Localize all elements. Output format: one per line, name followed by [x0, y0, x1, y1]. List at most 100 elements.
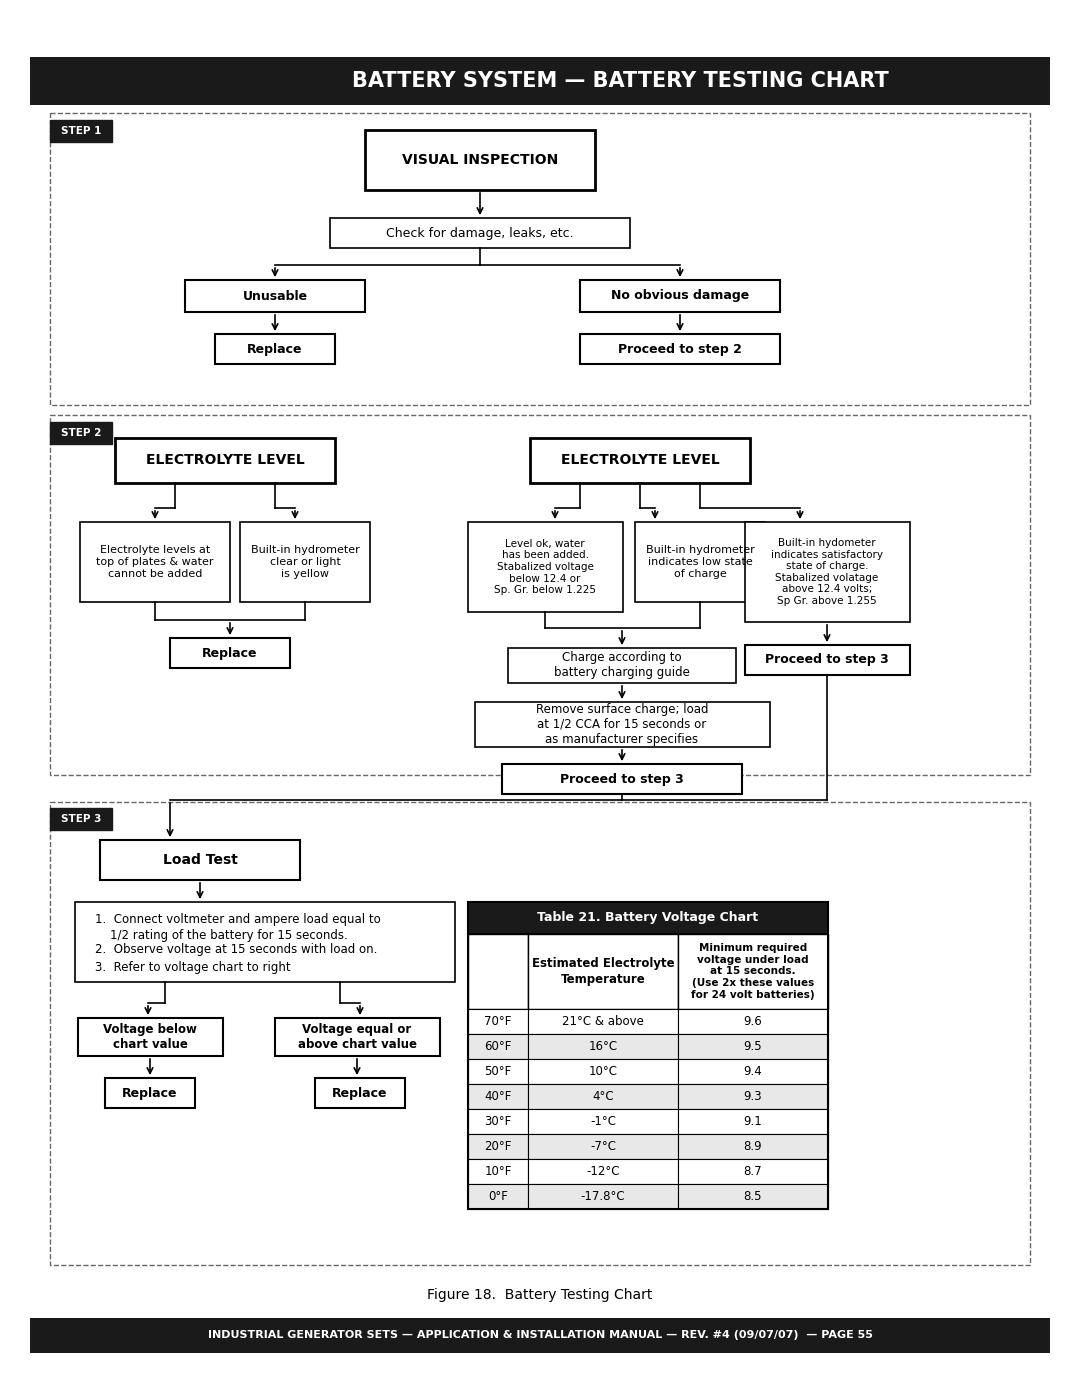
Bar — [100, 840, 300, 880]
Text: 4°C: 4°C — [592, 1090, 613, 1104]
Text: 9.1: 9.1 — [744, 1115, 762, 1127]
Text: 9.3: 9.3 — [744, 1090, 762, 1104]
Bar — [114, 439, 335, 483]
Text: ELECTROLYTE LEVEL: ELECTROLYTE LEVEL — [146, 453, 305, 467]
Text: -12°C: -12°C — [586, 1165, 620, 1178]
Text: Level ok, water
has been added.
Stabalized voltage
below 12.4 or
Sp. Gr. below 1: Level ok, water has been added. Stabaliz… — [494, 539, 596, 595]
Text: Remove surface charge; load
at 1/2 CCA for 15 seconds or
as manufacturer specifi: Remove surface charge; load at 1/2 CCA f… — [536, 703, 708, 746]
Bar — [50, 807, 112, 830]
Text: 30°F: 30°F — [484, 1115, 512, 1127]
Bar — [678, 1185, 828, 1208]
Bar — [508, 648, 735, 683]
Text: Proceed to step 2: Proceed to step 2 — [618, 342, 742, 355]
Bar — [50, 120, 112, 142]
Text: 8.5: 8.5 — [744, 1190, 762, 1203]
Text: Minimum required
voltage under load
at 15 seconds.
(Use 2x these values
for 24 v: Minimum required voltage under load at 1… — [691, 943, 814, 1000]
Bar — [580, 279, 780, 312]
Text: 9.5: 9.5 — [744, 1039, 762, 1053]
Bar — [50, 113, 1030, 405]
Text: 21°C & above: 21°C & above — [562, 1016, 644, 1028]
Bar — [580, 334, 780, 365]
Bar — [635, 522, 765, 602]
Bar — [468, 1109, 528, 1134]
Bar — [365, 130, 595, 190]
Text: VISUAL INSPECTION: VISUAL INSPECTION — [402, 154, 558, 168]
Text: Built-in hydrometer
indicates low state
of charge: Built-in hydrometer indicates low state … — [646, 545, 754, 578]
Bar — [468, 1134, 528, 1160]
Text: ELECTROLYTE LEVEL: ELECTROLYTE LEVEL — [561, 453, 719, 467]
Bar — [80, 522, 230, 602]
Bar — [528, 1109, 678, 1134]
Bar — [468, 1009, 528, 1034]
Text: -1°C: -1°C — [590, 1115, 616, 1127]
Text: Replace: Replace — [202, 647, 258, 659]
Text: STEP 3: STEP 3 — [60, 814, 102, 824]
Bar — [475, 703, 770, 747]
Bar — [678, 935, 828, 1009]
Bar — [468, 1084, 528, 1109]
Text: Built-in hydrometer
clear or light
is yellow: Built-in hydrometer clear or light is ye… — [251, 545, 360, 578]
Text: Built-in hydometer
indicates satisfactory
state of charge.
Stabalized volatage
a: Built-in hydometer indicates satisfactor… — [771, 538, 883, 606]
Text: Replace: Replace — [122, 1087, 178, 1099]
Text: No obvious damage: No obvious damage — [611, 289, 750, 303]
Text: 10°F: 10°F — [484, 1165, 512, 1178]
Bar — [50, 415, 1030, 775]
Bar — [745, 522, 910, 622]
Bar — [678, 1134, 828, 1160]
Bar — [502, 764, 742, 793]
Text: Unusable: Unusable — [242, 289, 308, 303]
Bar — [50, 802, 1030, 1266]
Bar — [678, 1084, 828, 1109]
Bar — [215, 334, 335, 365]
Bar — [330, 218, 630, 249]
Text: STEP 2: STEP 2 — [60, 427, 102, 439]
Bar — [528, 1160, 678, 1185]
Bar — [528, 1034, 678, 1059]
Bar — [50, 422, 112, 444]
Bar — [745, 645, 910, 675]
Text: Replace: Replace — [333, 1087, 388, 1099]
Bar — [528, 1134, 678, 1160]
Text: 1/2 rating of the battery for 15 seconds.: 1/2 rating of the battery for 15 seconds… — [110, 929, 348, 942]
Bar — [678, 1059, 828, 1084]
Bar — [468, 1034, 528, 1059]
Bar — [30, 57, 1050, 105]
Bar — [105, 1078, 195, 1108]
Bar — [468, 1185, 528, 1208]
Text: 8.7: 8.7 — [744, 1165, 762, 1178]
Text: 20°F: 20°F — [484, 1140, 512, 1153]
Text: Voltage below
chart value: Voltage below chart value — [103, 1023, 197, 1051]
Text: Proceed to step 3: Proceed to step 3 — [765, 654, 889, 666]
Text: 70°F: 70°F — [484, 1016, 512, 1028]
Text: -17.8°C: -17.8°C — [581, 1190, 625, 1203]
Text: Table 21. Battery Voltage Chart: Table 21. Battery Voltage Chart — [538, 911, 758, 925]
Bar — [30, 1317, 1050, 1354]
Text: 1.  Connect voltmeter and ampere load equal to: 1. Connect voltmeter and ampere load equ… — [95, 914, 381, 926]
Bar — [530, 439, 750, 483]
Bar — [528, 1084, 678, 1109]
Text: -7°C: -7°C — [590, 1140, 616, 1153]
Text: INDUSTRIAL GENERATOR SETS — APPLICATION & INSTALLATION MANUAL — REV. #4 (09/07/0: INDUSTRIAL GENERATOR SETS — APPLICATION … — [207, 1330, 873, 1340]
Text: 0°F: 0°F — [488, 1190, 508, 1203]
Bar — [528, 1059, 678, 1084]
Bar — [240, 522, 370, 602]
Bar — [678, 1034, 828, 1059]
Text: BATTERY SYSTEM — BATTERY TESTING CHART: BATTERY SYSTEM — BATTERY TESTING CHART — [352, 71, 889, 91]
Bar — [678, 1009, 828, 1034]
Text: 9.6: 9.6 — [744, 1016, 762, 1028]
Bar — [528, 1009, 678, 1034]
Bar — [528, 1185, 678, 1208]
Text: 9.4: 9.4 — [744, 1065, 762, 1078]
Text: Replace: Replace — [247, 342, 302, 355]
Text: 2.  Observe voltage at 15 seconds with load on.: 2. Observe voltage at 15 seconds with lo… — [95, 943, 377, 957]
Text: 16°C: 16°C — [589, 1039, 618, 1053]
Bar — [468, 935, 528, 1009]
Bar — [678, 1109, 828, 1134]
Text: 8.9: 8.9 — [744, 1140, 762, 1153]
Text: 3.  Refer to voltage chart to right: 3. Refer to voltage chart to right — [95, 961, 291, 974]
Text: Charge according to
battery charging guide: Charge according to battery charging gui… — [554, 651, 690, 679]
Text: Figure 18.  Battery Testing Chart: Figure 18. Battery Testing Chart — [428, 1288, 652, 1302]
Text: STEP 1: STEP 1 — [60, 126, 102, 136]
Bar — [528, 935, 678, 1009]
Text: Estimated Electrolyte
Temperature: Estimated Electrolyte Temperature — [531, 957, 674, 985]
